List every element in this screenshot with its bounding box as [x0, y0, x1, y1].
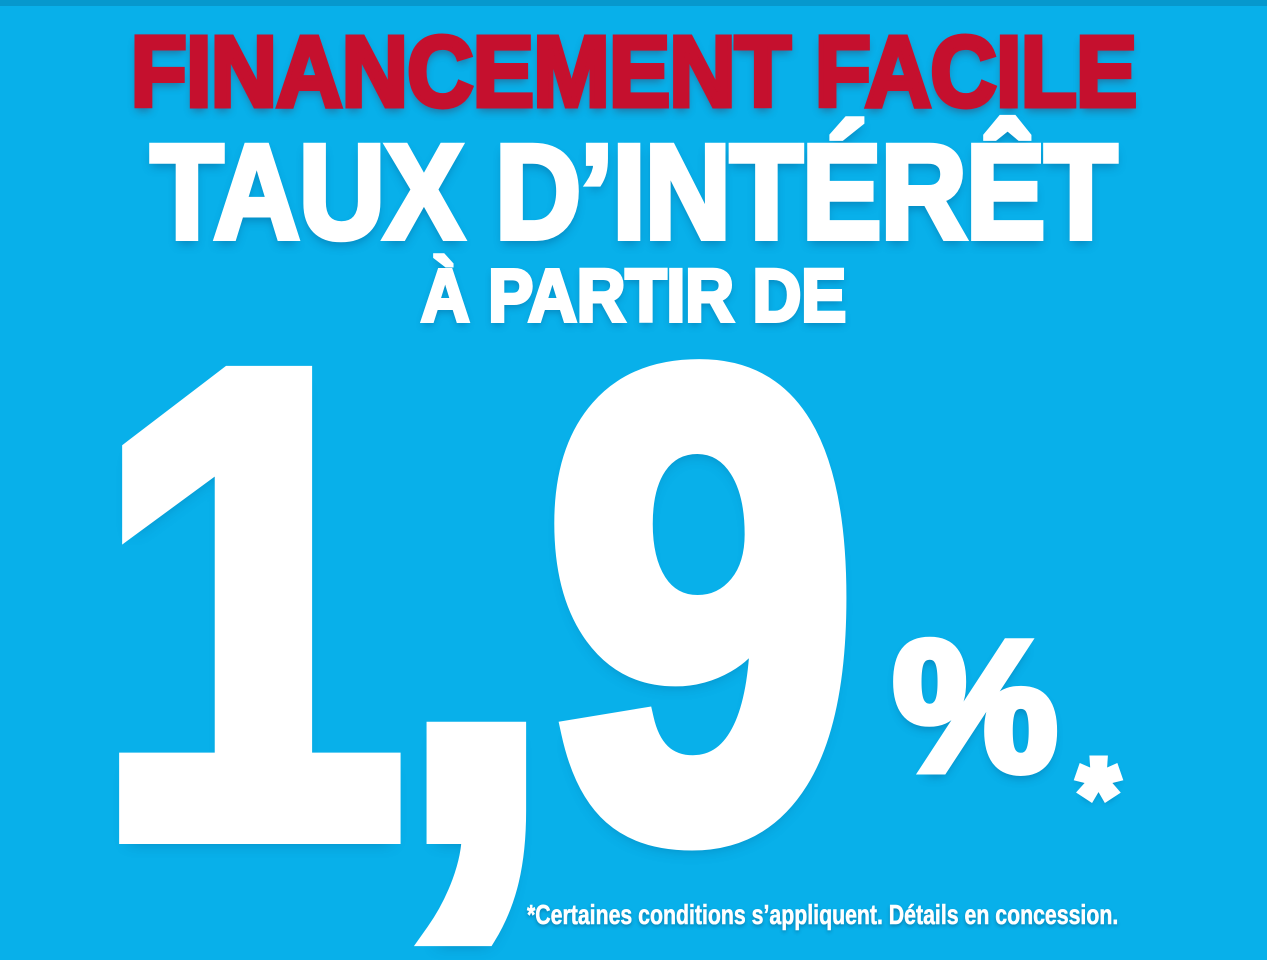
- percent-sign: %: [889, 604, 1062, 810]
- disclaimer-text: *Certaines conditions s’appliquent. Déta…: [527, 899, 1119, 930]
- subtitle: À PARTIR DE: [419, 254, 848, 337]
- rate-value: 1,9: [84, 235, 867, 960]
- page-title: TAUX D’INTÉRÊT: [148, 118, 1120, 267]
- top-edge-strip: [0, 0, 1267, 6]
- headline: FINANCEMENT FACILE: [128, 16, 1139, 128]
- footnote-asterisk-icon: *: [1075, 737, 1123, 854]
